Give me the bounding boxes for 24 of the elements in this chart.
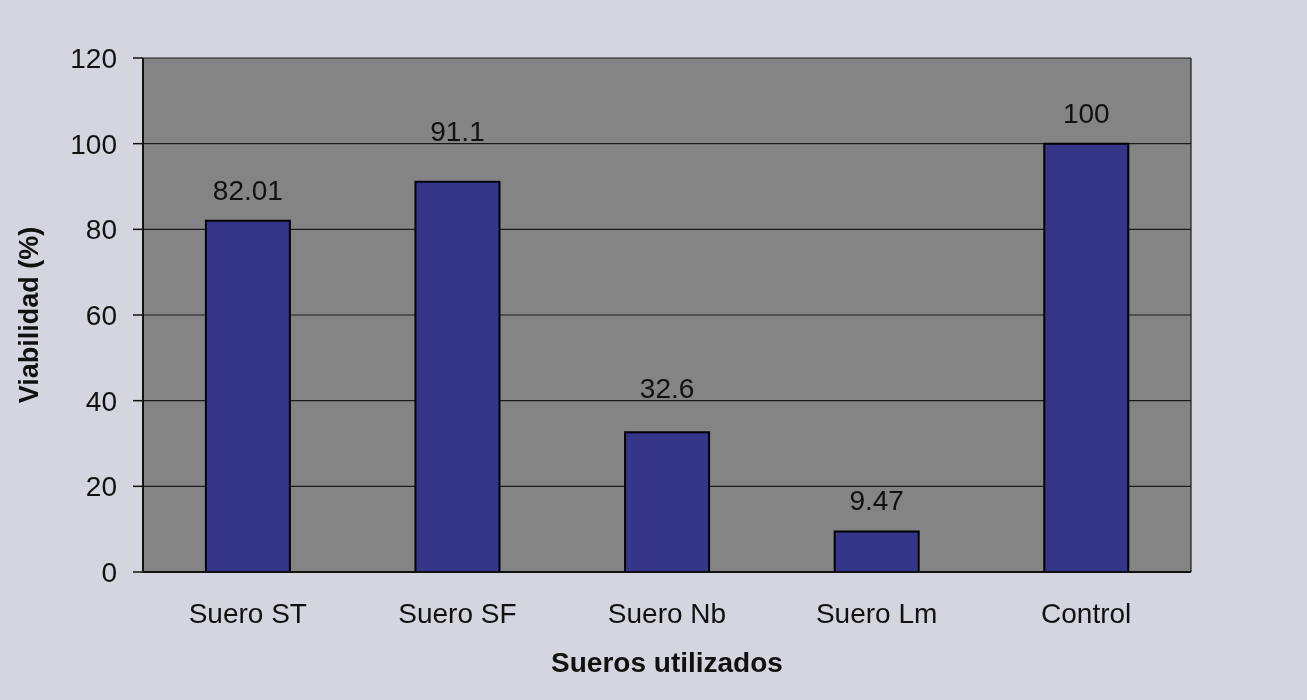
bar: [414, 180, 501, 572]
y-tick-label: 20: [85, 471, 117, 503]
x-tick-label: Control: [1041, 597, 1132, 629]
y-tick-label: 60: [85, 299, 117, 331]
x-axis-title: Sueros utilizados: [551, 647, 783, 678]
bar: [204, 219, 291, 572]
data-label: 91.1: [430, 115, 485, 147]
y-tick-label: 40: [85, 385, 117, 417]
x-tick-label: Suero Lm: [815, 597, 938, 629]
y-axis-title: Viabilidad (%): [13, 226, 44, 404]
y-tick-label: 80: [85, 214, 117, 246]
x-tick-label: Suero ST: [188, 597, 307, 629]
y-tick-label: 0: [101, 556, 117, 588]
bar: [1043, 142, 1130, 572]
data-label: 9.47: [849, 485, 904, 517]
x-tick-label: Suero SF: [398, 597, 517, 629]
x-tick-label: Suero Nb: [607, 597, 727, 629]
bar: [624, 431, 711, 572]
bar: [833, 530, 920, 572]
data-label: 82.01: [212, 174, 283, 206]
data-label: 100: [1062, 97, 1110, 129]
y-tick-label: 120: [70, 42, 117, 74]
data-label: 32.6: [639, 372, 695, 404]
y-tick-label: 100: [70, 128, 117, 160]
